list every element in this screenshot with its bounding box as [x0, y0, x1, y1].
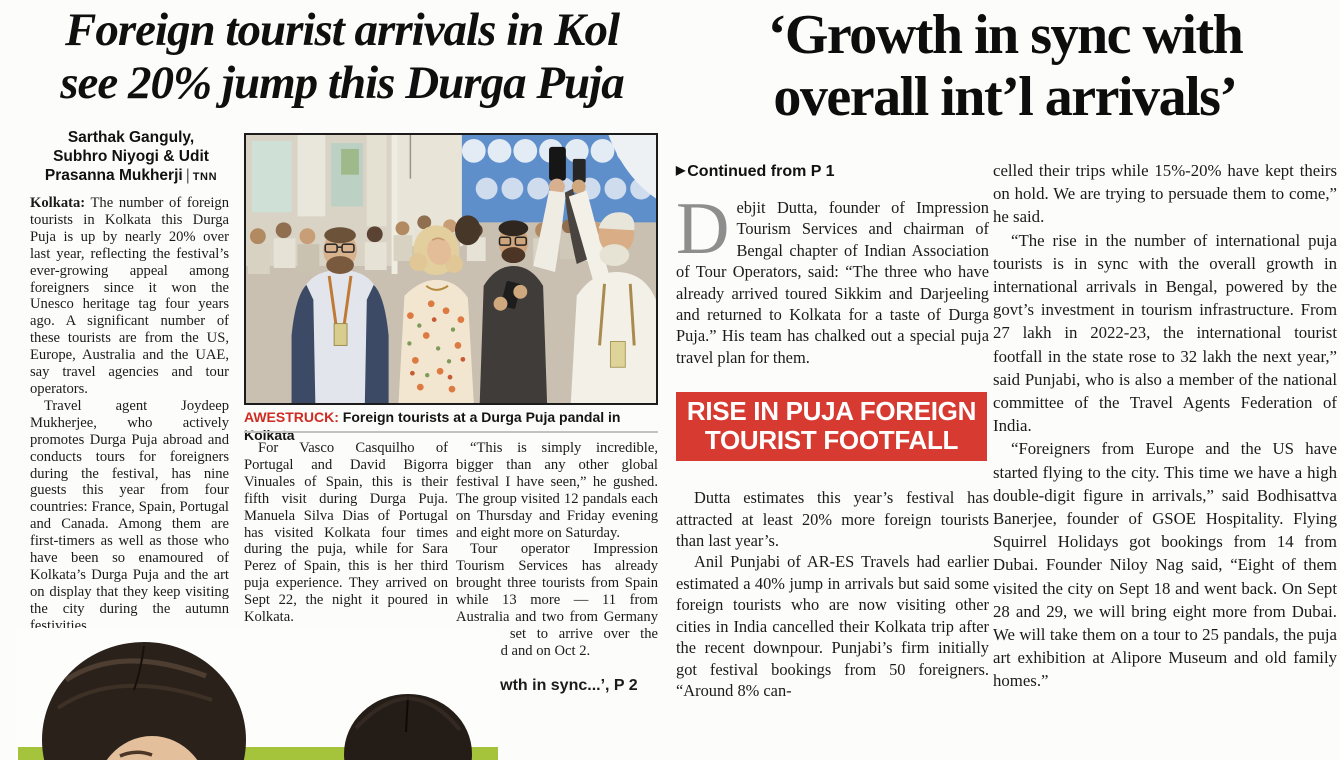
body-paragraph: Dutta estimates this year’s festival has…	[676, 488, 989, 551]
right-story-headline: ‘Growth in sync with overall int’l arriv…	[672, 4, 1338, 128]
bottom-photo-illustration	[16, 628, 500, 760]
byline-separator: |	[185, 167, 190, 184]
body-paragraph: For Vasco Casquilho of Portugal and Davi…	[244, 440, 448, 626]
headline-line: overall int’l arrivals’	[773, 66, 1238, 128]
continued-arrow-icon: ▶	[676, 163, 686, 177]
byline-line: Sarthak Ganguly,	[67, 129, 195, 146]
byline-line: Prasanna Mukherji | TNN	[30, 166, 232, 187]
photo-caption: AWESTRUCK: Foreign tourists at a Durga P…	[244, 408, 658, 444]
jump-label: ‘Growth in sync...’, P 2	[467, 676, 638, 694]
pandal-photo	[244, 133, 658, 405]
pandal-photo-illustration	[246, 135, 656, 403]
cropped-bottom-photo	[16, 628, 500, 760]
banner-line: TOURIST FOOTFALL	[704, 425, 959, 456]
paragraph-text: The number of foreign tourists in Kolkat…	[30, 195, 229, 397]
banner-line: RISE IN PUJA FOREIGN	[686, 396, 977, 427]
body-paragraph: celled their trips while 15%-20% have ke…	[993, 161, 1337, 227]
continued-label: Continued from P 1	[687, 163, 835, 180]
paragraph-text: ebjit Dutta, founder of Impression Touri…	[676, 198, 989, 367]
headline-line: ‘Growth in sync with	[767, 4, 1244, 66]
body-paragraph: Kolkata: The number of foreign tourists …	[30, 195, 229, 398]
banner-rise-in-puja-foreign-tourist-footfall: RISE IN PUJA FOREIGN TOURIST FOOTFALL	[676, 392, 987, 462]
byline-line: Subhro Niyogi & Udit	[53, 148, 209, 165]
body-paragraph: “This is simply incredible, bigger than …	[456, 440, 658, 541]
body-paragraph: “The rise in the number of international…	[993, 230, 1337, 436]
headline-line: Foreign tourist arrivals in Kol	[64, 4, 620, 56]
byline-name: Prasanna Mukherji	[44, 167, 183, 184]
byline: Sarthak Ganguly, Subhro Niyogi & Udit Pr…	[30, 128, 232, 187]
caption-label: AWESTRUCK:	[244, 409, 339, 425]
left-story-column-1: Kolkata: The number of foreign tourists …	[30, 195, 229, 635]
body-paragraph: Travel agent Joydeep Mukherjee, who acti…	[30, 397, 229, 634]
headline-line: see 20% jump this Durga Puja	[60, 57, 625, 109]
left-story-headline: Foreign tourist arrivals in Kol see 20% …	[22, 4, 662, 110]
byline-agency: TNN	[192, 171, 218, 183]
caption-divider	[244, 431, 658, 433]
dateline: Kolkata:	[30, 195, 86, 211]
right-story-column-2: celled their trips while 15%-20% have ke…	[993, 159, 1337, 760]
continued-from-note: ▶ Continued from P 1	[676, 160, 835, 182]
drop-cap: D	[676, 197, 730, 270]
body-paragraph: “Foreigners from Europe and the US have …	[993, 439, 1337, 691]
body-paragraph: Anil Punjabi of AR-ES Travels had earlie…	[676, 552, 989, 700]
